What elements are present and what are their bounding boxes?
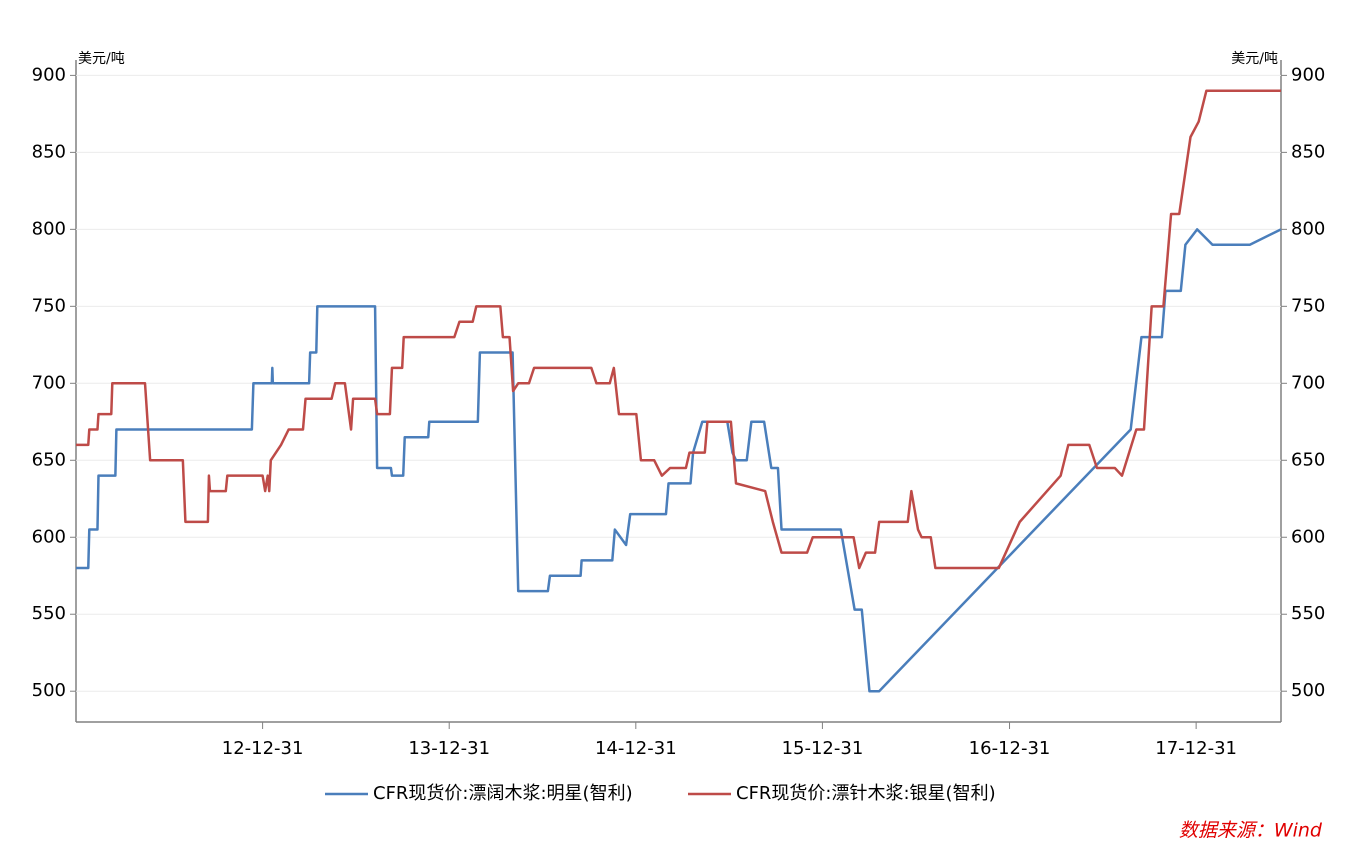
- legend-label: CFR现货价:漂针木浆:银星(智利): [736, 783, 996, 804]
- y2-tick-label: 550: [1291, 603, 1325, 624]
- y-tick-label: 500: [32, 680, 66, 701]
- y-tick-label: 650: [32, 449, 66, 470]
- y-tick-label: 900: [32, 64, 66, 85]
- y-tick-label: 750: [32, 295, 66, 316]
- y-tick-label: 850: [32, 141, 66, 162]
- legend-label: CFR现货价:漂阔木浆:明星(智利): [373, 783, 633, 804]
- y2-tick-label: 650: [1291, 449, 1325, 470]
- y-tick-label: 600: [32, 526, 66, 547]
- x-tick-label: 15-12-31: [782, 738, 864, 759]
- source-note: 数据来源：Wind: [1179, 820, 1323, 842]
- y2-tick-label: 850: [1291, 141, 1325, 162]
- series-line: [76, 89, 1281, 570]
- y2-tick-label: 700: [1291, 372, 1325, 393]
- y2-tick-label: 750: [1291, 295, 1325, 316]
- y-tick-label: 800: [32, 218, 66, 239]
- x-tick-label: 13-12-31: [408, 738, 490, 759]
- y2-tick-label: 900: [1291, 64, 1325, 85]
- x-tick-label: 16-12-31: [969, 738, 1051, 759]
- y-unit: 美元/吨: [78, 51, 125, 67]
- y-tick-label: 550: [32, 603, 66, 624]
- series-line: [76, 228, 1282, 693]
- y2-unit: 美元/吨: [1231, 51, 1278, 67]
- y2-tick-label: 500: [1291, 680, 1325, 701]
- y2-tick-label: 600: [1291, 526, 1325, 547]
- x-tick-label: 14-12-31: [595, 738, 677, 759]
- y-tick-label: 700: [32, 372, 66, 393]
- y2-tick-label: 800: [1291, 218, 1325, 239]
- x-tick-label: 17-12-31: [1155, 738, 1237, 759]
- x-tick-label: 12-12-31: [222, 738, 304, 759]
